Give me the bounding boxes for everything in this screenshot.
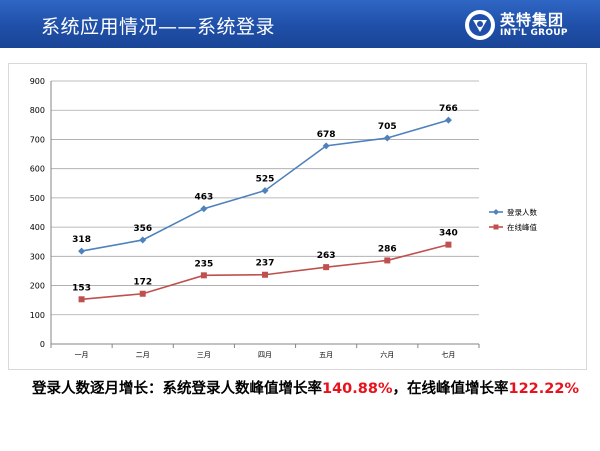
data-label: 463 (194, 193, 213, 203)
x-tick-label: 七月 (441, 350, 455, 359)
data-point (261, 187, 269, 195)
x-tick-label: 三月 (197, 351, 211, 359)
summary-text-part1: 登录人数逐月增长：系统登录人数峰值增长率 (32, 381, 322, 397)
data-label: 235 (194, 259, 213, 269)
data-point (445, 241, 452, 248)
data-label: 263 (317, 251, 336, 261)
chart-frame: 0 100 200 300 400 500 600 700 800 900 一月 二月 三月 四月 五月 六月… (8, 63, 587, 370)
y-tick-label: 600 (30, 165, 45, 174)
y-tick-label: 300 (30, 252, 45, 261)
line-chart: 0 100 200 300 400 500 600 700 800 900 一月 二月 三月 四月 五月 六月… (30, 77, 538, 359)
logo-text-cn: 英特集团 (500, 11, 565, 29)
data-point (200, 205, 208, 213)
page-title: 系统应用情况——系统登录 (41, 16, 276, 38)
data-point (444, 116, 452, 124)
header-bar: 系统应用情况——系统登录 英特集团 INT'L GROUP (0, 0, 600, 48)
data-point (200, 272, 207, 279)
logo-text-en: INT'L GROUP (500, 28, 568, 38)
x-tick-label: 五月 (319, 351, 333, 359)
data-point (383, 134, 391, 142)
data-point (139, 290, 146, 297)
data-label: 340 (439, 229, 458, 239)
y-tick-label: 700 (30, 135, 45, 144)
y-tick-label: 500 (30, 194, 45, 203)
x-tick-label: 二月 (136, 351, 150, 359)
y-tick-label: 100 (30, 311, 45, 320)
x-tick-label: 四月 (258, 351, 272, 359)
legend-label: 在线峰值 (507, 222, 537, 232)
data-label: 172 (133, 278, 152, 288)
data-point (139, 236, 147, 244)
summary-text-part2: ，在线峰值增长率 (392, 381, 509, 397)
data-label: 286 (378, 244, 397, 254)
logo-icon (465, 10, 495, 40)
data-point (78, 247, 86, 255)
y-tick-label: 400 (30, 223, 45, 232)
data-label: 237 (256, 259, 275, 269)
data-label: 356 (133, 224, 152, 234)
data-point (322, 142, 330, 150)
peak-growth-rate: 122.22% (508, 381, 579, 397)
login-growth-rate: 140.88% (322, 381, 393, 397)
data-point (384, 257, 391, 264)
data-label: 153 (72, 283, 91, 293)
x-tick-label: 六月 (380, 350, 394, 359)
legend-marker (493, 224, 499, 230)
legend-label: 登录人数 (507, 207, 537, 217)
data-label: 705 (378, 122, 397, 132)
x-tick-label: 一月 (75, 351, 89, 359)
data-label: 525 (256, 175, 275, 185)
data-point (78, 296, 85, 303)
legend-marker (493, 209, 499, 215)
y-tick-label: 200 (30, 282, 45, 291)
y-tick-label: 900 (30, 77, 45, 86)
summary-text: 登录人数逐月增长：系统登录人数峰值增长率140.88%，在线峰值增长率122.2… (32, 377, 592, 398)
data-label: 766 (439, 104, 458, 114)
company-logo: 英特集团 INT'L GROUP (464, 7, 594, 43)
y-tick-label: 800 (30, 106, 45, 115)
data-label: 318 (72, 235, 91, 245)
data-point (262, 271, 268, 278)
data-label: 678 (317, 130, 336, 140)
y-tick-label: 0 (40, 340, 45, 349)
data-point (323, 264, 330, 271)
